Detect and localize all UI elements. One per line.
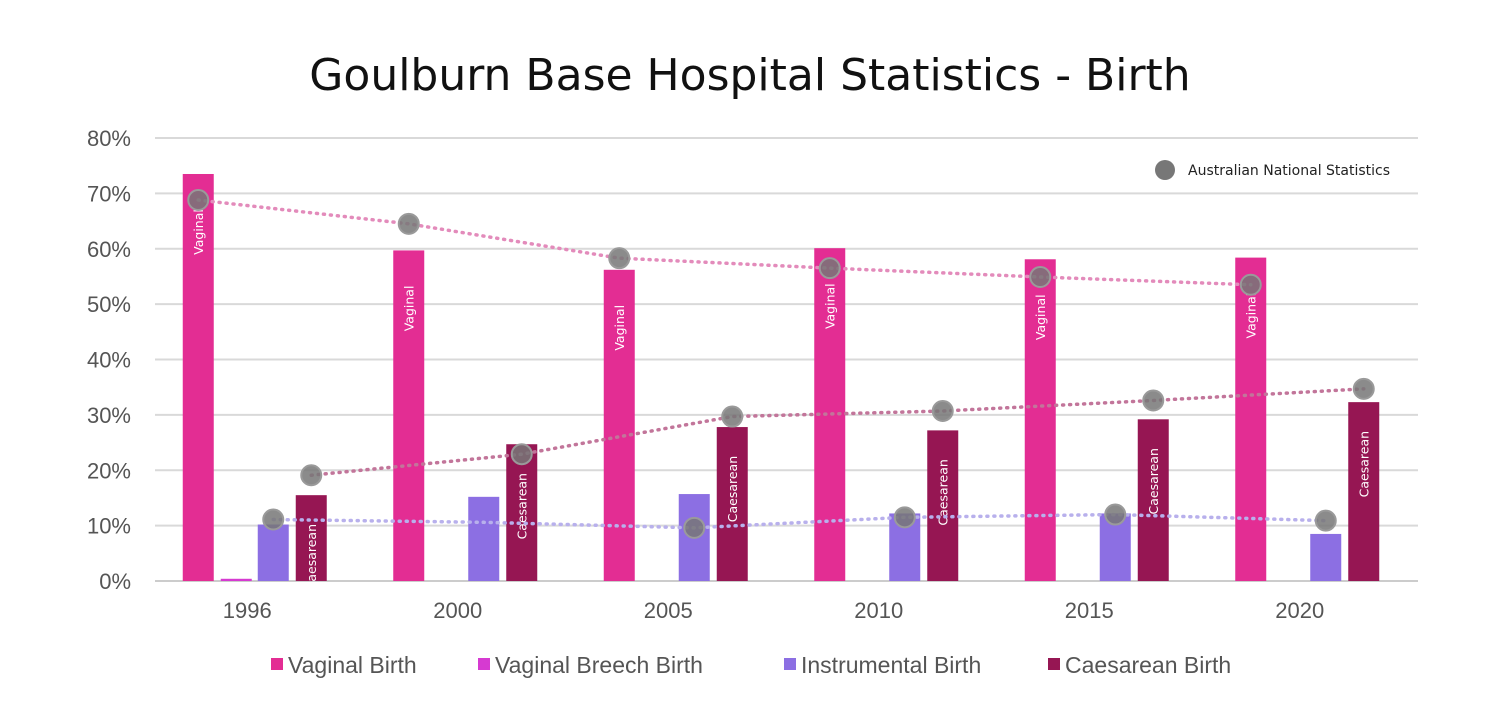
bar-inner-label: Vaginal: [1033, 294, 1048, 340]
x-tick-label: 2015: [1065, 598, 1114, 623]
legend: Vaginal Birth Vaginal Breech Birth Instrum…: [271, 652, 1231, 678]
bar-inner-label: Vaginal: [402, 286, 417, 332]
bar-caesarean-birth: [927, 430, 959, 581]
legend-label: Instrumental Birth: [801, 652, 981, 678]
y-tick-label: 40%: [87, 348, 131, 373]
x-tick-label: 2010: [854, 598, 903, 623]
legend-swatch: [271, 658, 283, 670]
bar-inner-label: Caesarean: [725, 456, 740, 522]
national-marker-caesarean: [1142, 389, 1165, 412]
bar-inner-label: Caesarean: [1146, 448, 1161, 514]
bar-inner-label: Vaginal: [612, 305, 627, 351]
legend-swatch: [1048, 658, 1060, 670]
national-marker-vaginal: [1239, 273, 1262, 296]
x-tick-label: 1996: [223, 598, 272, 623]
caesarean-trend-line: [309, 387, 1366, 477]
national-markers: [187, 189, 1375, 539]
bar-vaginal-birth: [182, 173, 214, 581]
bars: Vaginal Vaginal Vaginal Vaginal Vaginal Vagin…: [182, 173, 1380, 590]
legend-label: Vaginal Birth: [288, 652, 417, 678]
y-tick-label: 80%: [87, 126, 131, 151]
bar-vaginal-birth: [603, 269, 635, 581]
national-marker-instrumental: [262, 508, 285, 531]
bar-vaginal-breech-birth: [220, 578, 252, 581]
national-legend-marker: [1155, 160, 1175, 180]
chart-title: Goulburn Base Hospital Statistics - Birt…: [309, 50, 1191, 101]
bar-caesarean-birth: [295, 495, 327, 581]
bar-inner-label: Vaginal: [823, 283, 838, 329]
legend-swatch: [784, 658, 796, 670]
bar-inner-label: Caesarean: [515, 473, 530, 539]
legend-label: Vaginal Breech Birth: [495, 652, 703, 678]
national-marker-caesarean: [510, 443, 533, 466]
bar-caesarean-birth: [1348, 402, 1380, 581]
bar-vaginal-birth: [1235, 257, 1267, 581]
bar-caesarean-birth: [716, 427, 748, 581]
x-tick-label: 2000: [433, 598, 482, 623]
y-tick-label: 10%: [87, 514, 131, 539]
national-marker-vaginal: [608, 247, 631, 270]
bar-inner-label: Vaginal: [191, 209, 206, 255]
national-marker-vaginal: [397, 212, 420, 235]
national-marker-caesarean: [721, 405, 744, 428]
bar-instrumental-birth: [257, 524, 289, 581]
national-marker-caesarean: [1352, 377, 1375, 400]
national-marker-instrumental: [893, 506, 916, 529]
y-tick-label: 50%: [87, 292, 131, 317]
national-legend-label: Australian National Statistics: [1188, 163, 1390, 179]
bar-inner-label: Caesarean: [304, 524, 319, 590]
y-tick-label: 0%: [99, 569, 131, 594]
national-marker-caesarean: [300, 464, 323, 487]
x-tick-label: 2005: [644, 598, 693, 623]
bar-instrumental-birth: [468, 496, 500, 581]
bar-inner-label: Caesarean: [1357, 431, 1372, 497]
trend-lines: [196, 198, 1366, 530]
national-marker-vaginal: [187, 189, 210, 212]
bar-caesarean-birth: [506, 444, 538, 581]
legend-label: Caesarean Birth: [1065, 652, 1231, 678]
gridlines: [155, 137, 1418, 582]
national-marker-instrumental: [1314, 509, 1337, 532]
national-marker-instrumental: [1104, 503, 1127, 526]
x-axis-ticks: 1996 2000 2005 2010 2015 2020: [223, 598, 1324, 623]
bar-instrumental-birth: [1310, 533, 1342, 581]
bar-vaginal-birth: [393, 250, 425, 581]
bar-caesarean-birth: [1137, 419, 1169, 581]
national-marker-caesarean: [931, 399, 954, 422]
national-legend: Australian National Statistics: [1155, 160, 1390, 180]
y-tick-label: 60%: [87, 237, 131, 262]
y-tick-label: 30%: [87, 403, 131, 428]
y-tick-label: 20%: [87, 458, 131, 483]
bar-vaginal-birth: [1024, 259, 1056, 581]
national-marker-vaginal: [1029, 265, 1052, 288]
y-tick-label: 70%: [87, 181, 131, 206]
vaginal-trend-line: [196, 198, 1253, 287]
x-tick-label: 2020: [1275, 598, 1324, 623]
bar-inner-label: Caesarean: [936, 459, 951, 525]
national-marker-instrumental: [683, 516, 706, 539]
y-axis-ticks: 0% 10% 20% 30% 40% 50% 60% 70% 80%: [87, 126, 131, 594]
bar-inner-label: Vaginal: [1244, 293, 1259, 339]
instrumental-trend-line: [271, 512, 1328, 530]
legend-swatch: [478, 658, 490, 670]
national-marker-vaginal: [818, 257, 841, 280]
